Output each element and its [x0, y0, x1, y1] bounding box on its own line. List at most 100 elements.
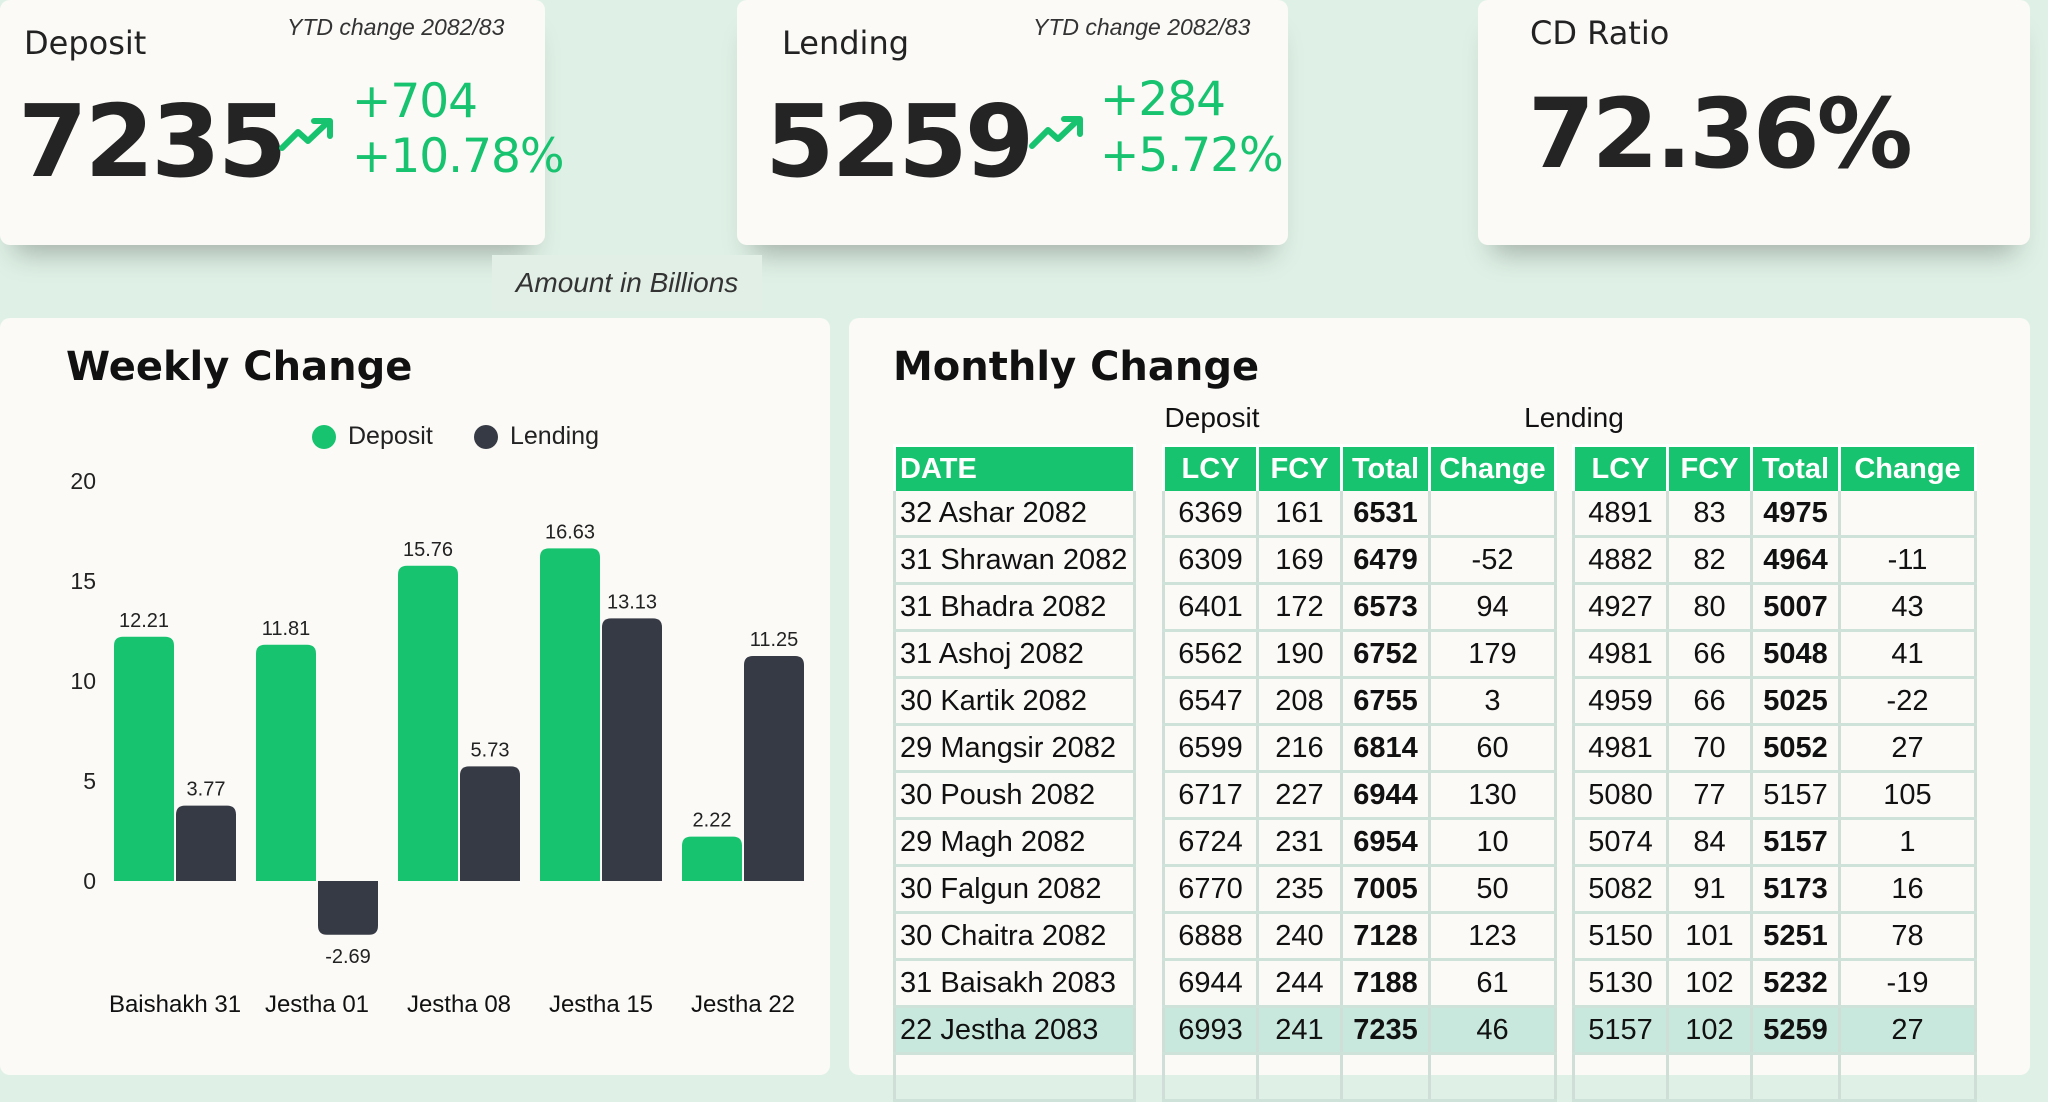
x-tick-label: Jestha 22 [691, 991, 795, 1018]
deposit-total-cell: 6755 [1340, 677, 1431, 726]
table-row: 6547 208 6755 3 [1162, 677, 1557, 726]
deposit-lcy-cell: 6888 [1162, 912, 1259, 961]
date-cell: 32 Ashar 2082 [893, 491, 1136, 538]
date-empty-cell [893, 1053, 1136, 1102]
lending-empty-cell [1572, 1053, 1669, 1102]
lending-bar [176, 805, 236, 881]
deposit-change-cell: 130 [1428, 771, 1557, 820]
lending-change-cell: -19 [1838, 959, 1977, 1008]
deposit-fcy-cell: 241 [1256, 1006, 1343, 1055]
deposit-total-cell: 7188 [1340, 959, 1431, 1008]
date-cell: 31 Shrawan 2082 [893, 536, 1136, 585]
lending-change-cell: -11 [1838, 536, 1977, 585]
date-cell: 29 Magh 2082 [893, 818, 1136, 867]
lending-change-cell: 27 [1838, 724, 1977, 773]
deposit-total-cell: 7128 [1340, 912, 1431, 961]
table-row: 30 Kartik 2082 [893, 677, 1136, 726]
deposit-lcy-cell: 6993 [1162, 1006, 1259, 1055]
lending-bar [744, 656, 804, 881]
data-label: 13.13 [607, 591, 657, 613]
lending-change-cell: 105 [1838, 771, 1977, 820]
lending-total-cell: 5251 [1750, 912, 1841, 961]
lending-change-cell: 43 [1838, 583, 1977, 632]
lending-lcy-cell: 4981 [1572, 630, 1669, 679]
lending-kpi-card: Lending YTD change 2082/83 5259 +284 +5.… [737, 0, 1288, 245]
table-row: 4927 80 5007 43 [1572, 583, 1977, 632]
legend-deposit-label: Deposit [348, 422, 433, 450]
deposit-lcy-cell: 6944 [1162, 959, 1259, 1008]
table-row: 6599 216 6814 60 [1162, 724, 1557, 773]
lending-total-cell: 5157 [1750, 771, 1841, 820]
legend-deposit: Deposit [312, 422, 433, 451]
lending-change-cell: -22 [1838, 677, 1977, 726]
lending-total-cell: 5232 [1750, 959, 1841, 1008]
x-tick-label: Baishakh 31 [109, 991, 241, 1018]
deposit-change-cell: 94 [1428, 583, 1557, 632]
deposit-lcy-header: LCY [1162, 444, 1259, 491]
legend-lending-swatch [474, 424, 498, 449]
table-row: 5080 77 5157 105 [1572, 771, 1977, 820]
trend-up-icon [1029, 116, 1083, 149]
deposit-total-cell: 7235 [1340, 1006, 1431, 1055]
lending-total-header: Total [1750, 444, 1841, 491]
date-cell: 30 Kartik 2082 [893, 677, 1136, 726]
lending-lcy-cell: 4981 [1572, 724, 1669, 773]
date-cell: 31 Baisakh 2083 [893, 959, 1136, 1008]
deposit-lcy-cell: 6401 [1162, 583, 1259, 632]
x-tick-label: Jestha 08 [407, 991, 511, 1018]
lending-change-cell: 78 [1838, 912, 1977, 961]
deposit-fcy-cell: 235 [1256, 865, 1343, 914]
table-row: 4959 66 5025 -22 [1572, 677, 1977, 726]
lending-change-header: Change [1838, 444, 1977, 491]
deposit-lcy-cell: 6599 [1162, 724, 1259, 773]
data-label: 16.63 [545, 521, 595, 543]
deposit-bar [256, 644, 316, 881]
table-row: 5150 101 5251 78 [1572, 912, 1977, 961]
lending-empty-cell [1838, 1053, 1977, 1102]
data-label: 12.21 [119, 610, 169, 632]
deposit-change-cell: 61 [1428, 959, 1557, 1008]
deposit-lcy-cell: 6547 [1162, 677, 1259, 726]
lending-table: LCY FCY Total Change 4891 83 4975 4882 82 496… [1572, 444, 1977, 1102]
deposit-total-cell: 6944 [1340, 771, 1431, 820]
deposit-lcy-cell: 6369 [1162, 491, 1259, 538]
lending-lcy-cell: 5080 [1572, 771, 1669, 820]
deposit-fcy-cell: 208 [1256, 677, 1343, 726]
lending-fcy-cell: 101 [1666, 912, 1753, 961]
data-label: 5.73 [471, 739, 510, 761]
deposit-fcy-cell: 172 [1256, 583, 1343, 632]
lending-total-cell: 5052 [1750, 724, 1841, 773]
deposit-change-cell: 50 [1428, 865, 1557, 914]
table-row: 6993 241 7235 46 [1162, 1006, 1557, 1055]
lending-change-cell: 27 [1838, 1006, 1977, 1055]
table-row: 31 Baisakh 2083 [893, 959, 1136, 1008]
deposit-total-cell: 6954 [1340, 818, 1431, 867]
lending-bar [460, 766, 520, 881]
lending-fcy-cell: 102 [1666, 959, 1753, 1008]
trend-up-icon [279, 118, 333, 151]
data-label: 2.22 [693, 810, 732, 832]
deposit-fcy-cell: 169 [1256, 536, 1343, 585]
table-row: 6724 231 6954 10 [1162, 818, 1557, 867]
deposit-fcy-header: FCY [1256, 444, 1343, 491]
lending-change-cell: 1 [1838, 818, 1977, 867]
date-cell: 29 Mangsir 2082 [893, 724, 1136, 773]
table-row: 32 Ashar 2082 [893, 491, 1136, 538]
cd-ratio-value: 72.36% [1528, 78, 1913, 190]
deposit-empty-cell [1162, 1053, 1259, 1102]
date-cell: 30 Poush 2082 [893, 771, 1136, 820]
date-cell: 31 Ashoj 2082 [893, 630, 1136, 679]
table-row: 30 Poush 2082 [893, 771, 1136, 820]
lending-fcy-cell: 82 [1666, 536, 1753, 585]
data-label: 3.77 [187, 779, 226, 801]
monthly-change-title: Monthly Change [893, 344, 1260, 390]
lending-ytd-label: YTD change 2082/83 [1033, 14, 1251, 40]
date-cell: 22 Jestha 2083 [893, 1006, 1136, 1055]
lending-change-cell: 16 [1838, 865, 1977, 914]
table-row: 6944 244 7188 61 [1162, 959, 1557, 1008]
lending-total-cell: 5173 [1750, 865, 1841, 914]
lending-empty-cell [1666, 1053, 1753, 1102]
deposit-change-cell: 123 [1428, 912, 1557, 961]
deposit-change-cell [1428, 491, 1557, 538]
table-row-empty [1162, 1053, 1557, 1102]
